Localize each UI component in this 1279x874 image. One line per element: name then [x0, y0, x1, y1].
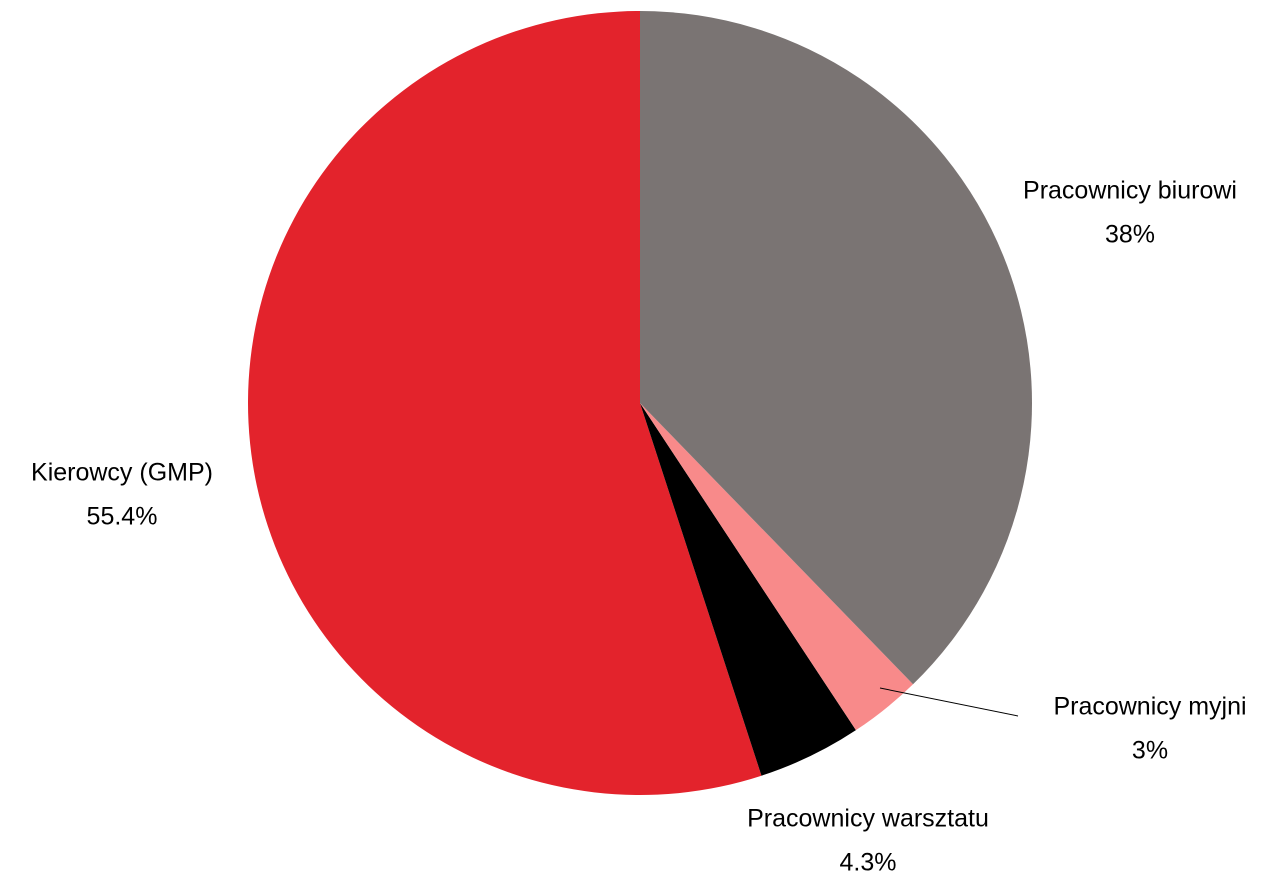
slice-label: Pracownicy warsztatu — [747, 805, 989, 833]
value-label: 3% — [1132, 737, 1168, 765]
value-label: 4.3% — [840, 849, 897, 874]
slice — [247, 11, 762, 796]
slice-label: Pracownicy myjni — [1053, 693, 1246, 721]
slice-label: Pracownicy biurowi — [1023, 177, 1237, 205]
slice — [640, 11, 1032, 685]
value-label: 55.4% — [87, 503, 158, 531]
leader-line — [879, 687, 1019, 717]
slice — [640, 403, 914, 731]
value-label: 38% — [1105, 221, 1155, 249]
slice-label: Kierowcy (GMP) — [31, 459, 213, 487]
slice — [640, 403, 856, 776]
